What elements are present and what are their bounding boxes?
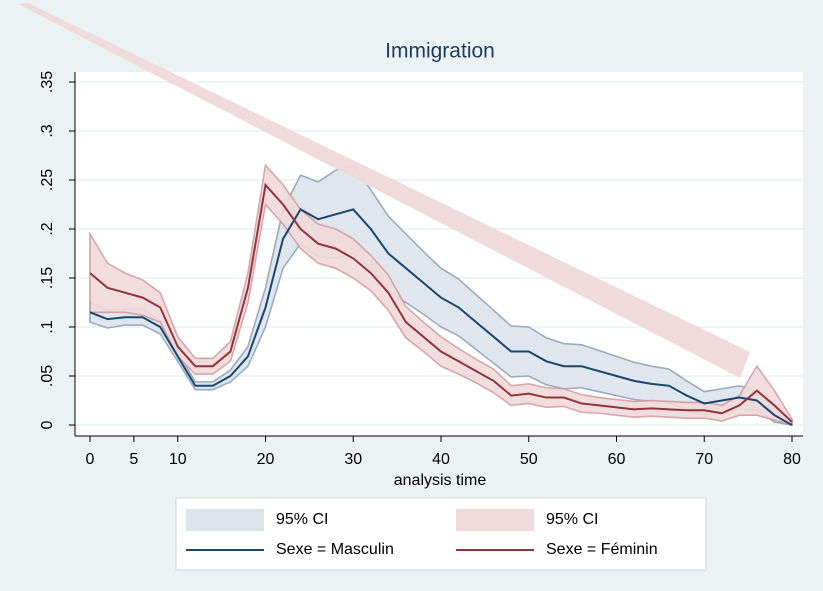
legend-label: 95% CI <box>546 511 598 528</box>
axes: 0 .05 .1 .15 .2 .25 .3 .35 0 5 10 20 30 40 50 60 70 80 <box>39 71 803 468</box>
x-tick-label: 40 <box>432 451 450 468</box>
lines <box>89 182 793 426</box>
legend-label: 95% CI <box>276 511 328 528</box>
y-tick-label: .05 <box>39 365 56 387</box>
x-tick-label: 60 <box>608 451 626 468</box>
y-tick-label: 0 <box>39 420 56 429</box>
y-tick-label: .35 <box>39 71 56 93</box>
chart-title: Immigration <box>385 40 495 63</box>
legend-label: Sexe = Féminin <box>546 541 658 558</box>
x-tick-label: 5 <box>129 451 138 468</box>
y-tick-label: .25 <box>39 169 56 191</box>
y-tick-label: .2 <box>39 222 56 235</box>
x-tick-label: 70 <box>695 451 713 468</box>
x-tick-label: 30 <box>344 451 362 468</box>
x-tick-label: 50 <box>520 451 538 468</box>
x-tick-label: 20 <box>257 451 275 468</box>
legend-entries: 95% CI 95% CI Sexe = Masculin Sexe = Fémini… <box>186 509 658 558</box>
x-tick-label: 0 <box>86 451 95 468</box>
artifact-band <box>18 3 750 378</box>
plot-area <box>75 72 803 436</box>
y-tick-label: .1 <box>39 320 56 333</box>
legend-label: Sexe = Masculin <box>276 541 394 558</box>
x-tick-label: 10 <box>169 451 187 468</box>
y-tick-label: .15 <box>39 267 56 289</box>
series-line <box>89 182 793 423</box>
grid <box>75 81 803 426</box>
x-axis-label: analysis time <box>394 472 487 489</box>
legend-swatch <box>456 509 534 531</box>
series-line <box>89 208 793 426</box>
legend-swatch <box>186 509 264 531</box>
legend <box>175 497 707 571</box>
y-tick-label: .3 <box>39 124 56 137</box>
x-tick-label: 80 <box>783 451 801 468</box>
